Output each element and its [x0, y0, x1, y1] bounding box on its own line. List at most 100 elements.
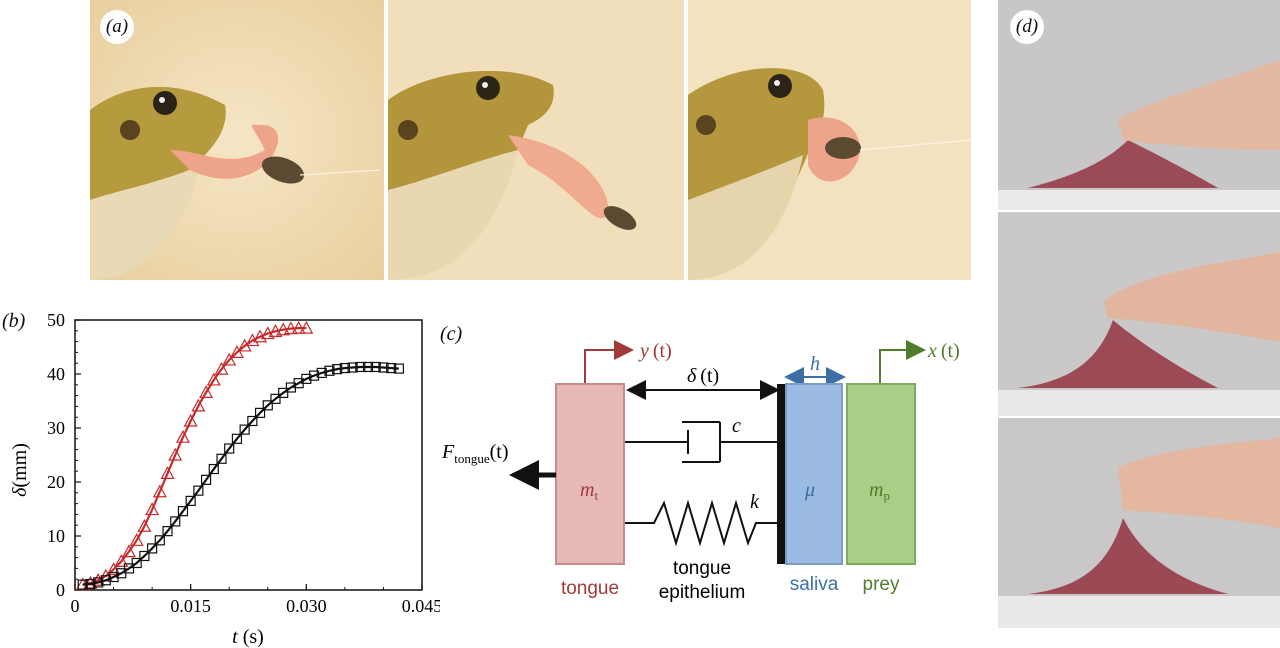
y-tick-label: 50 — [47, 310, 65, 330]
square-point — [200, 474, 212, 485]
saliva-viscosity-label: μ — [804, 479, 815, 501]
square-point — [208, 463, 219, 475]
square-point — [170, 516, 181, 527]
y-axis-label: δ(mm) — [9, 443, 31, 497]
x-tick-label: 0.015 — [170, 596, 211, 616]
triangle-point — [268, 324, 283, 337]
mp-main: m — [869, 479, 883, 501]
x-var: x — [927, 340, 937, 362]
spring-label: k — [750, 491, 760, 513]
triangle-point — [160, 466, 175, 479]
square-point — [278, 387, 289, 399]
square-point — [162, 526, 173, 537]
photo-d-1: (d) — [998, 0, 1280, 210]
y-tick-label: 30 — [47, 418, 65, 438]
tongue-mass-block — [555, 383, 625, 565]
square-point — [254, 407, 266, 418]
epithelium-label-line1: tongue — [673, 558, 731, 579]
square-point — [386, 362, 397, 374]
x-axis-label: t (s) — [232, 626, 264, 648]
triangle-point — [168, 447, 183, 461]
square-point — [123, 563, 135, 574]
square-point — [131, 557, 142, 569]
x-axis-var: t — [232, 626, 238, 648]
delta-arg: (t) — [700, 365, 719, 387]
y-displacement-label: y (t) — [638, 340, 672, 362]
finger-photo — [998, 212, 1280, 416]
y-tick-label: 0 — [56, 580, 65, 600]
x-arg: (t) — [941, 340, 960, 362]
triangle-point — [283, 321, 298, 335]
square-point — [332, 364, 343, 375]
triangle-point — [183, 413, 198, 427]
square-point — [308, 370, 320, 381]
square-point — [393, 363, 404, 374]
square-point — [177, 506, 189, 517]
prey-mass-label: mp — [869, 479, 890, 503]
frog-photo — [688, 0, 971, 280]
mechanical-model-diagram: y (t) x (t) δ (t) h mt μ mp c k Ftongue(t) … — [441, 340, 960, 603]
y-var: y — [638, 340, 649, 362]
square-point — [339, 362, 350, 374]
displacement-chart: 0 0.015 0.030 0.045 0 10 20 30 40 50 δ(mm) t (s) — [9, 310, 440, 648]
panel-label-b: (b) — [2, 310, 26, 332]
triangle-point — [276, 322, 291, 336]
force-sub: tongue — [454, 451, 490, 466]
series-line-0 — [82, 327, 307, 586]
frog-photo — [388, 0, 684, 280]
y-tick-label: 20 — [47, 472, 65, 492]
photo-a-2 — [388, 0, 684, 280]
photo-d-2 — [998, 212, 1280, 416]
triangle-point — [299, 320, 314, 334]
square-point — [100, 575, 111, 586]
damper-label: c — [732, 415, 741, 437]
x-displacement-arrow — [879, 340, 926, 384]
finger-photo — [998, 0, 1280, 210]
y-tick-label: 10 — [47, 526, 65, 546]
delta-label: δ (t) — [687, 365, 719, 387]
triangle-point — [222, 352, 237, 366]
square-point — [347, 362, 358, 373]
square-point — [324, 365, 335, 376]
triangle-point — [291, 320, 306, 334]
photo-a-1: (a) — [90, 0, 384, 280]
y-arg: (t) — [653, 340, 672, 362]
triangle-point — [121, 544, 136, 558]
square-point — [193, 485, 204, 496]
finger-photo — [998, 418, 1280, 628]
tongue-epithelium-wall — [777, 384, 785, 564]
mt-main: m — [580, 479, 594, 501]
force-arg: (t) — [490, 441, 509, 463]
x-tick-label: 0.045 — [402, 596, 440, 616]
saliva-label: saliva — [790, 574, 839, 595]
panel-label-a: (a) — [100, 10, 134, 44]
square-point — [378, 362, 389, 373]
triangle-point — [137, 519, 152, 532]
square-point — [93, 577, 104, 588]
triangle-point — [175, 429, 190, 443]
panel-label-d: (d) — [1010, 10, 1044, 44]
tongue-label: tongue — [561, 578, 619, 599]
square-point — [216, 453, 227, 464]
square-point — [85, 578, 96, 590]
y-displacement-arrow — [584, 340, 634, 384]
delta-var: δ — [687, 365, 697, 387]
prey-label: prey — [863, 574, 900, 595]
y-axis-symbol: δ — [9, 487, 31, 497]
tongue-force-label: Ftongue(t) — [441, 441, 509, 466]
mp-sub: p — [883, 488, 890, 503]
square-point — [77, 579, 88, 590]
triangle-point — [229, 345, 244, 359]
x-axis-unit: (s) — [238, 626, 264, 648]
square-point — [139, 550, 150, 562]
triangle-point — [214, 361, 229, 375]
triangle-point — [129, 533, 144, 546]
triangle-point — [114, 554, 129, 567]
square-point — [370, 361, 381, 373]
saliva-block — [785, 383, 843, 565]
square-point — [362, 361, 374, 373]
triangle-point — [199, 385, 214, 398]
triangle-point — [152, 484, 167, 498]
square-point — [247, 415, 258, 427]
square-point — [108, 571, 119, 583]
